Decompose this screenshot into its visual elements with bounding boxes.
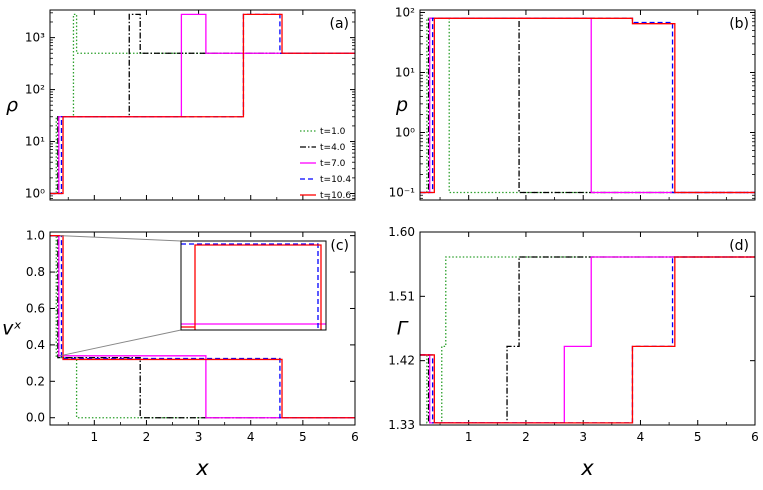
y-tick-label: 10⁻¹ [389, 186, 416, 200]
legend-label: t=10.6 [320, 191, 351, 201]
series-line-t-10-6 [50, 13, 355, 195]
y-tick-label: 0.2 [26, 374, 45, 388]
x-tick-label: 3 [195, 430, 203, 444]
x-axis-label: x [580, 456, 594, 480]
y-tick-label: 1.33 [388, 418, 415, 432]
panel-label: (c) [330, 238, 349, 254]
series-line-t-4-0 [50, 234, 355, 419]
x-tick-label: 3 [579, 430, 587, 444]
y-tick-label: 1.0 [26, 229, 45, 243]
inset-connector [59, 329, 182, 357]
axes-frame [419, 9, 756, 201]
legend-label: t=7.0 [320, 159, 346, 169]
series-line-t-7-0 [420, 256, 755, 424]
series-line-t-10-6 [420, 256, 755, 424]
y-tick-label: 0.8 [26, 265, 45, 279]
x-axis-label: x [195, 456, 209, 480]
x-tick-label: 4 [637, 430, 645, 444]
inset-background [181, 241, 326, 330]
x-tick-label: 2 [143, 430, 151, 444]
y-axis-label: ρ [6, 94, 18, 116]
series-line-t-7-0 [420, 17, 755, 194]
legend-label: t=1.0 [320, 127, 346, 137]
axes-frame [49, 9, 356, 201]
y-tick-label: 0.6 [26, 301, 45, 315]
series-line-t-1-0 [420, 256, 755, 424]
legend: t=1.0 t=4.0 t=7.0 t=10.4 t=10.6 [300, 127, 351, 201]
series-line-t-4-0 [50, 13, 355, 195]
inset-connector [59, 235, 182, 242]
x-tick-label: 2 [522, 430, 530, 444]
axes-frame [419, 231, 756, 426]
x-tick-label: 4 [247, 430, 255, 444]
y-tick-label: 0.0 [26, 411, 45, 425]
panel-label: (b) [729, 16, 749, 32]
panel-label: (d) [729, 238, 749, 254]
x-tick-label: 1 [90, 430, 98, 444]
series-line-t-1-0 [50, 13, 355, 195]
x-tick-label: 6 [351, 430, 359, 444]
y-tick-label: 10³ [25, 31, 45, 45]
y-axis-label: p [395, 94, 408, 116]
legend-label: t=10.4 [320, 175, 351, 185]
series-line-t-7-0 [50, 13, 355, 195]
legend-label: t=4.0 [320, 143, 346, 153]
panel-label: (a) [329, 16, 349, 32]
y-tick-label: 10² [395, 5, 415, 19]
panel-3: 1.33 1.42 1.51 1.60 1 2 3 4 5 6 (d) Γx [388, 225, 759, 480]
inset-zoom [59, 235, 327, 357]
y-tick-label: 10¹ [25, 135, 45, 149]
inset-series-line [181, 243, 319, 330]
x-tick-label: 1 [465, 430, 473, 444]
x-tick-label: 5 [299, 430, 307, 444]
series-line-t-1-0 [420, 17, 755, 194]
series-line-t-10-6 [420, 17, 755, 194]
y-tick-label: 10⁰ [25, 187, 45, 201]
y-tick-label: 0.4 [26, 338, 45, 352]
axes-frame [49, 231, 356, 426]
y-tick-label: 1.42 [388, 354, 415, 368]
x-tick-label: 6 [751, 430, 759, 444]
series-line-t-4-0 [420, 17, 755, 194]
inset-frame [180, 240, 327, 331]
y-axis-label: Γ [397, 318, 409, 340]
series-line-t-10-4 [420, 17, 755, 194]
y-tick-label: 10² [25, 83, 45, 97]
series-line-t-4-0 [420, 256, 755, 424]
y-tick-label: 10¹ [395, 65, 415, 79]
panel-1: 10⁻¹ 10⁰ 10¹ 10² (b) p [389, 5, 756, 201]
y-axis-label: vˣ [2, 318, 22, 340]
panel-2: 0.0 0.2 0.4 0.6 0.8 1.0 1 2 3 4 5 6 (c) vˣ x [2, 229, 359, 480]
inset-series-line [194, 244, 322, 330]
y-tick-label: 1.51 [388, 289, 415, 303]
y-tick-label: 1.60 [388, 225, 415, 239]
panel-0: 10⁰10¹10²10³(a)ρt=1.0t=4.0t=7.0t=10.4t=1… [6, 9, 356, 201]
x-tick-label: 5 [694, 430, 702, 444]
y-tick-label: 10⁰ [395, 125, 415, 139]
series-line-t-10-4 [50, 13, 355, 195]
series-line-t-10-4 [420, 256, 755, 424]
